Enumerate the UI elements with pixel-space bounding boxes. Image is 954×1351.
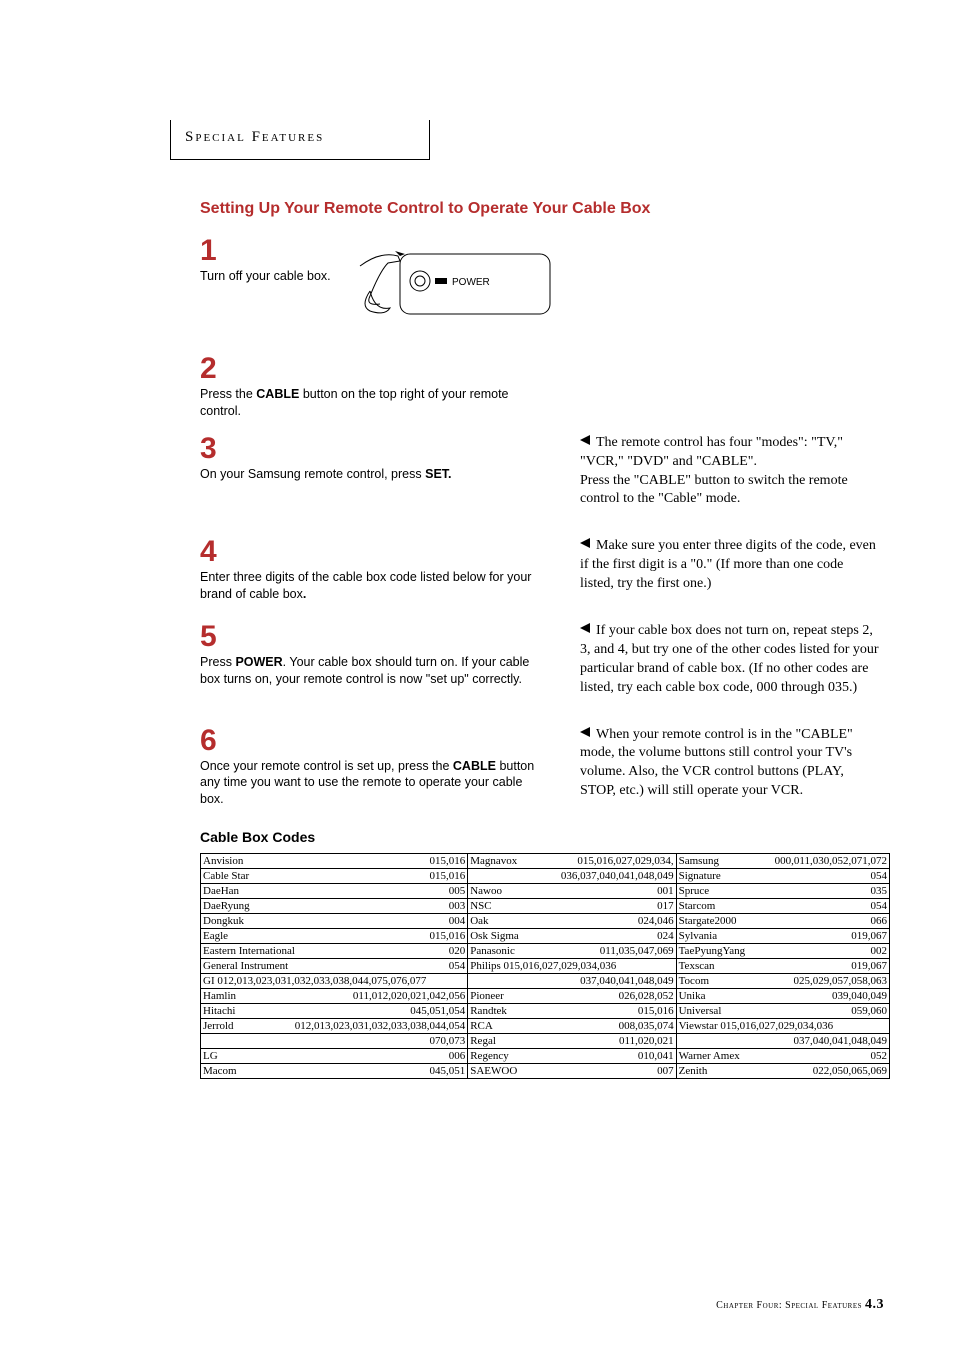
step-4-number: 4	[200, 537, 540, 567]
table-cell: 037,040,041,048,049	[677, 1034, 889, 1049]
table-cell: Regency010,041	[468, 1049, 676, 1064]
table-cell: Texscan019,067	[677, 959, 889, 974]
note-3: If your cable box does not turn on, repe…	[580, 622, 880, 698]
table-cell: Tocom025,029,057,058,063	[677, 974, 889, 989]
table-cell: Universal059,060	[677, 1004, 889, 1019]
arrow-icon	[580, 435, 590, 445]
step-2-number: 2	[200, 354, 540, 384]
table-cell: Anvision015,016	[201, 854, 468, 869]
table-row: Dongkuk004Oak024,046Stargate2000066	[201, 914, 889, 929]
table-cell: Sylvania019,067	[677, 929, 889, 944]
step-3-number: 3	[200, 434, 540, 464]
table-cell: 037,040,041,048,049	[468, 974, 676, 989]
table-cell: Eagle015,016	[201, 929, 468, 944]
table-row: 070,073Regal011,020,021037,040,041,048,0…	[201, 1034, 889, 1049]
table-cell: NSC017	[468, 899, 676, 914]
table-cell: Signature054	[677, 869, 889, 884]
table-cell: Samsung000,011,030,052,071,072	[677, 854, 889, 869]
table-cell: Cable Star015,016	[201, 869, 468, 884]
table-cell: Eastern International020	[201, 944, 468, 959]
table-row: Macom045,051SAEWOO007Zenith022,050,065,0…	[201, 1064, 889, 1078]
table-row: Cable Star015,016036,037,040,041,048,049…	[201, 869, 889, 884]
table-cell: DaeHan005	[201, 884, 468, 899]
table-cell: 070,073	[201, 1034, 468, 1049]
page-footer: Chapter Four: Special Features 4.3	[716, 1297, 884, 1313]
step-3-text: On your Samsung remote control, press SE…	[200, 466, 540, 483]
table-row: DaeRyung003NSC017Starcom054	[201, 899, 889, 914]
table-cell: Hitachi045,051,054	[201, 1004, 468, 1019]
table-cell: GI 012,013,023,031,032,033,038,044,075,0…	[201, 974, 468, 989]
step-5-number: 5	[200, 622, 540, 652]
table-cell: LG006	[201, 1049, 468, 1064]
codes-table: Anvision015,016Magnavox015,016,027,029,0…	[200, 853, 890, 1079]
arrow-icon	[580, 727, 590, 737]
table-cell: Philips 015,016,027,029,034,036	[468, 959, 676, 974]
arrow-icon	[580, 623, 590, 633]
table-cell: Dongkuk004	[201, 914, 468, 929]
table-cell: Pioneer026,028,052	[468, 989, 676, 1004]
table-cell: Viewstar 015,016,027,029,034,036	[677, 1019, 889, 1034]
step-4-text: Enter three digits of the cable box code…	[200, 569, 540, 603]
table-cell: Panasonic011,035,047,069	[468, 944, 676, 959]
power-label-text: POWER	[452, 277, 490, 288]
table-row: DaeHan005Nawoo001Spruce035	[201, 884, 889, 899]
table-cell: Nawoo001	[468, 884, 676, 899]
note-2: Make sure you enter three digits of the …	[580, 537, 880, 594]
table-cell: 036,037,040,041,048,049	[468, 869, 676, 884]
chapter-header: Special Features	[170, 120, 430, 160]
table-row: Jerrold012,013,023,031,032,033,038,044,0…	[201, 1019, 889, 1034]
table-row: Hitachi045,051,054Randtek015,016Universa…	[201, 1004, 889, 1019]
arrow-icon	[580, 538, 590, 548]
table-cell: Zenith022,050,065,069	[677, 1064, 889, 1078]
step-1-number: 1	[200, 236, 340, 266]
step-1-text: Turn off your cable box.	[200, 268, 340, 285]
table-cell: Magnavox015,016,027,029,034,	[468, 854, 676, 869]
table-cell: RCA008,035,074	[468, 1019, 676, 1034]
step-6-text: Once your remote control is set up, pres…	[200, 758, 540, 809]
chapter-title: Special Features	[185, 129, 324, 145]
table-cell: Regal011,020,021	[468, 1034, 676, 1049]
note-4: When your remote control is in the "CABL…	[580, 726, 880, 802]
table-cell: Hamlin011,012,020,021,042,056	[201, 989, 468, 1004]
table-cell: General Instrument054	[201, 959, 468, 974]
table-cell: Starcom054	[677, 899, 889, 914]
table-row: Anvision015,016Magnavox015,016,027,029,0…	[201, 854, 889, 869]
table-cell: Stargate2000066	[677, 914, 889, 929]
table-cell: TaePyungYang002	[677, 944, 889, 959]
table-cell: Oak024,046	[468, 914, 676, 929]
step-2-text: Press the CABLE button on the top right …	[200, 386, 540, 420]
section-title: Setting Up Your Remote Control to Operat…	[200, 200, 884, 218]
table-cell: Spruce035	[677, 884, 889, 899]
table-cell: DaeRyung003	[201, 899, 468, 914]
table-row: Eastern International020Panasonic011,035…	[201, 944, 889, 959]
note-1: The remote control has four "modes": "TV…	[580, 434, 880, 510]
step-6-number: 6	[200, 726, 540, 756]
table-row: Hamlin011,012,020,021,042,056Pioneer026,…	[201, 989, 889, 1004]
table-row: Eagle015,016Osk Sigma024Sylvania019,067	[201, 929, 889, 944]
table-cell: Warner Amex052	[677, 1049, 889, 1064]
table-cell: Randtek015,016	[468, 1004, 676, 1019]
table-row: GI 012,013,023,031,032,033,038,044,075,0…	[201, 974, 889, 989]
table-cell: SAEWOO007	[468, 1064, 676, 1078]
step-5-text: Press POWER. Your cable box should turn …	[200, 654, 540, 688]
table-row: General Instrument054Philips 015,016,027…	[201, 959, 889, 974]
table-row: LG006Regency010,041Warner Amex052	[201, 1049, 889, 1064]
table-cell: Jerrold012,013,023,031,032,033,038,044,0…	[201, 1019, 468, 1034]
table-cell: Unika039,040,049	[677, 989, 889, 1004]
table-cell: Osk Sigma024	[468, 929, 676, 944]
codes-title: Cable Box Codes	[200, 829, 884, 845]
power-diagram: POWER	[340, 236, 560, 326]
table-cell: Macom045,051	[201, 1064, 468, 1078]
